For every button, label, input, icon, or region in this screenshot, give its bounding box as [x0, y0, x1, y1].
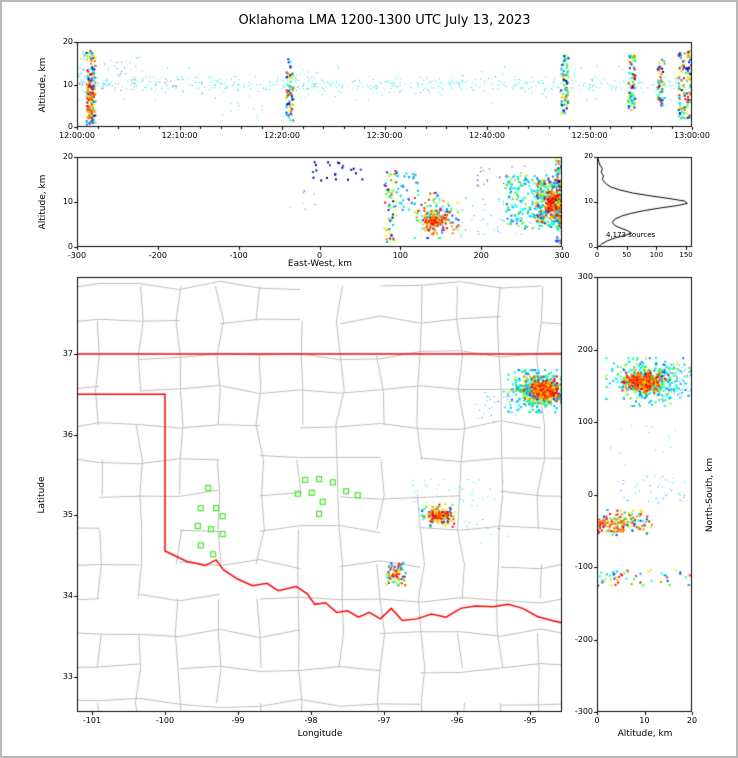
north-south-height-y-tick-label: 0 [587, 489, 593, 499]
plan-view-x-tick-label: -98 [304, 716, 318, 725]
altitude-histogram-y-tick-label: 10 [584, 197, 593, 205]
altitude-histogram-y-tick-label: 0 [588, 242, 593, 250]
east-west-height-y-tick-label: 0 [67, 242, 73, 251]
plan-view-x-tick-label: -97 [377, 716, 391, 725]
plan-view-y-tick-label: 34 [62, 591, 73, 601]
plan-view-x-tick-label: -99 [231, 716, 245, 725]
altitude-histogram-x-tick-label: 100 [649, 251, 664, 259]
north-south-height-x-tick-label: 20 [686, 716, 698, 725]
north-south-height-x-tick-label: 10 [639, 716, 650, 725]
time-height-y-tick-label: 20 [62, 37, 73, 46]
time-height-x-tick-label: 13:00:00 [674, 131, 710, 140]
ew-panel-x-axis-label: East-West, km [287, 259, 353, 269]
north-south-height-y-tick-label: -300 [574, 707, 593, 716]
plan-view-x-tick-label: -101 [82, 716, 102, 725]
north-south-height-y-tick-label: 200 [577, 344, 593, 354]
north-south-height-x-tick-label: 0 [594, 716, 600, 725]
time-height-x-tick-label: 12:50:00 [571, 131, 608, 140]
time-height-x-tick-label: 12:20:00 [264, 131, 300, 140]
north-south-height-y-tick-label: 300 [577, 272, 593, 281]
time-height-x-tick-label: 12:10:00 [161, 131, 198, 140]
ew-panel-y-axis-label: Altitude, km [38, 174, 48, 230]
east-west-height-x-tick-label: 200 [473, 251, 489, 260]
east-west-height-y-tick-label: 20 [62, 152, 73, 161]
east-west-height-x-tick-label: 300 [554, 251, 570, 260]
altitude-histogram-x-tick-label: 150 [679, 251, 693, 259]
source-count-annotation: 4,173 sources [606, 231, 656, 239]
altitude-histogram-x-tick-label: 50 [622, 251, 632, 259]
altitude-histogram-x-tick-label: 0 [594, 251, 600, 259]
east-west-height-x-tick-label: 100 [392, 251, 408, 260]
time-height-y-tick-label: 10 [62, 79, 73, 89]
time-height-x-tick-label: 12:30:00 [366, 131, 403, 140]
north-south-height-y-tick-label: -200 [574, 634, 593, 644]
plan-view-x-tick-label: -96 [450, 716, 464, 725]
ns-panel-y-axis-label: North-South, km [705, 457, 715, 533]
figure-title: Oklahoma LMA 1200-1300 UTC July 13, 2023 [238, 13, 531, 28]
plan-view-x-tick-label: -95 [523, 716, 537, 725]
north-south-height-y-tick-label: 100 [577, 417, 593, 426]
plan-view-y-tick-label: 35 [62, 510, 73, 520]
plan-view-y-tick-label: 37 [62, 348, 73, 358]
map-y-axis-label: Latitude [37, 476, 47, 514]
east-west-height-x-tick-label: -200 [148, 251, 167, 260]
north-south-height-y-tick-label: -100 [574, 562, 593, 571]
plan-view-x-tick-label: -100 [155, 716, 175, 725]
time-height-x-tick-label: 12:40:00 [469, 131, 505, 140]
east-west-height-x-tick-label: -100 [229, 251, 248, 260]
east-west-height-y-tick-label: 10 [62, 197, 73, 206]
time-panel-y-axis-label: Altitude, km [38, 57, 48, 113]
time-height-x-tick-label: 12:00:00 [59, 131, 95, 140]
time-height-y-tick-label: 0 [67, 122, 73, 131]
plan-view-y-tick-label: 33 [62, 672, 73, 682]
map-x-axis-label: Longitude [297, 729, 343, 739]
east-west-height-x-tick-label: 0 [316, 251, 323, 260]
plan-view-y-tick-label: 36 [62, 429, 73, 439]
ns-panel-x-axis-label: Altitude, km [617, 729, 673, 739]
east-west-height-x-tick-label: -300 [67, 251, 87, 260]
altitude-histogram-y-tick-label: 20 [584, 152, 593, 160]
